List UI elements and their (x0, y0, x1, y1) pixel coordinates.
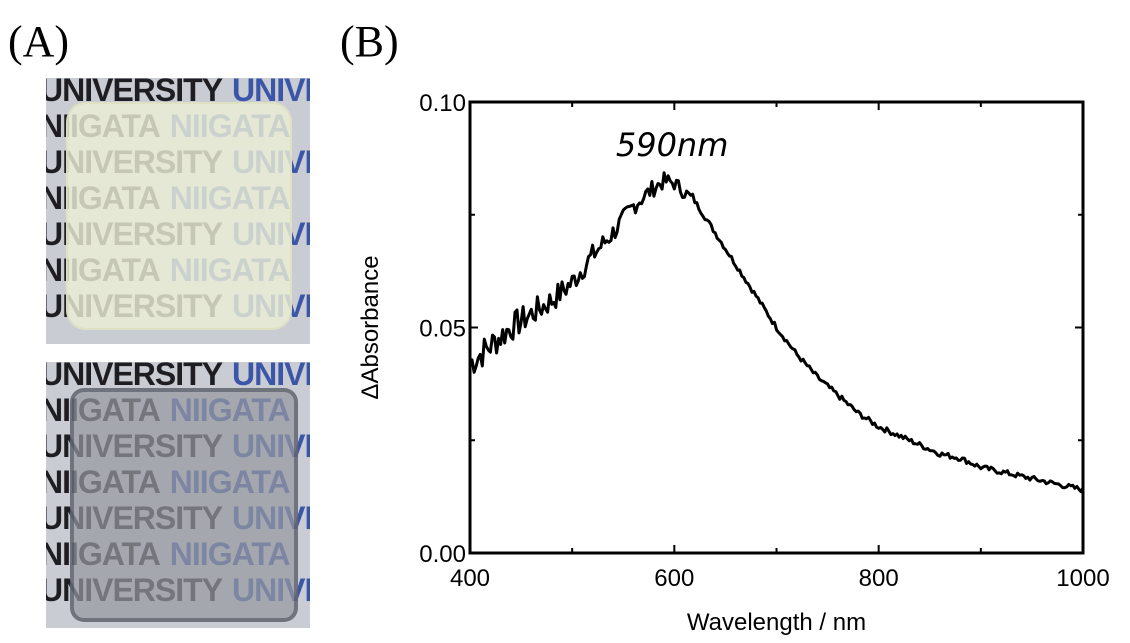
panel-label-a: (A) (8, 17, 70, 66)
panel-label-b: (B) (340, 17, 399, 66)
y-tick-label: 0.10 (419, 90, 466, 117)
pattern-word: UNIVERSITY (232, 362, 310, 392)
pattern-row: UNIVERSITY UNIVERSITY (46, 362, 310, 392)
sample-photo-after: UNIVERSITYUNIVERSITYNIIGATANIIGATAUNIVER… (46, 362, 310, 628)
y-tick-label: 0.00 (419, 541, 466, 568)
transparent-film (66, 102, 292, 330)
x-axis-label: Wavelength / nm (687, 609, 866, 636)
colored-film (70, 388, 298, 622)
y-tick-label: 0.05 (419, 316, 466, 343)
x-tick-label: 1000 (1056, 565, 1109, 592)
x-tick-label: 600 (654, 565, 694, 592)
pattern-word: UNIVERSITY (46, 362, 223, 392)
series-line (468, 171, 1085, 494)
y-axis-label: ΔAbsorbance (357, 255, 384, 399)
peak-annotation: 590nm (616, 126, 729, 164)
x-tick-label: 400 (450, 565, 490, 592)
x-tick-label: 800 (859, 565, 899, 592)
sample-photo-before: UNIVERSITYUNIVERSITYNIIGATANIIGATAUNIVER… (46, 78, 310, 344)
